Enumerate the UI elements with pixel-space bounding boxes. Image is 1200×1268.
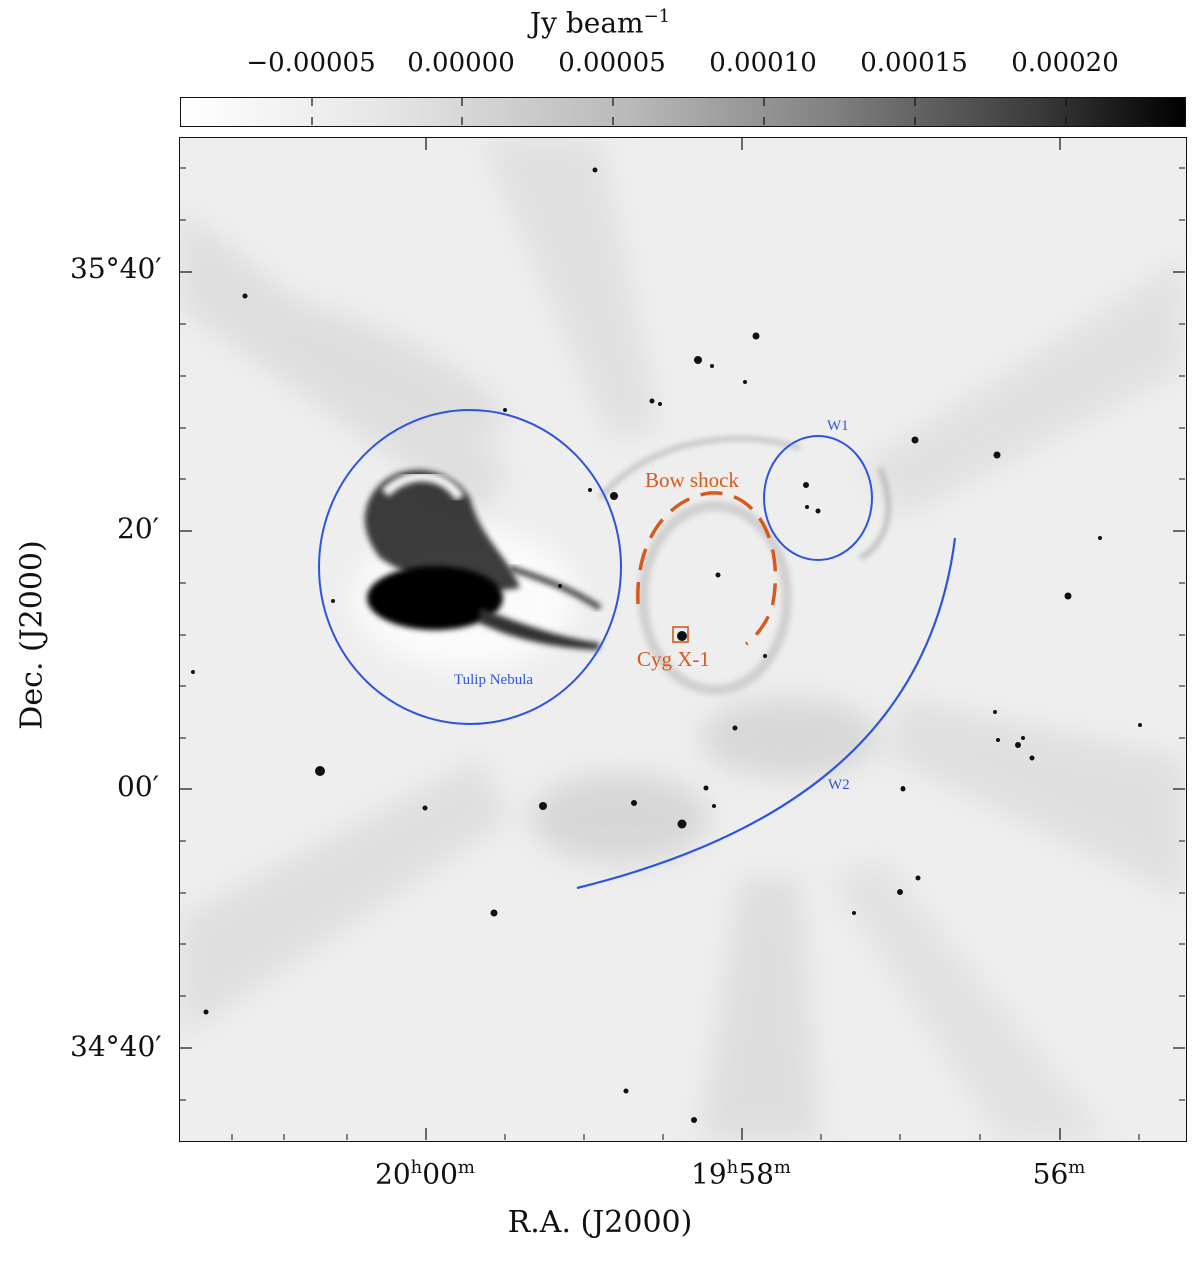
frame-ticks [180,138,1185,1140]
y-tick-label: 00′ [117,770,159,803]
bow-shock-label: Bow shock [645,468,739,492]
y-tick-label: 34°40′ [70,1030,162,1063]
faint-structures [598,436,890,695]
colorbar-tick-label: 0.00010 [709,48,817,78]
y-tick-label: 35°40′ [70,252,162,285]
w2-label: W2 [828,777,850,793]
w1-label: W1 [827,418,849,434]
colorbar [180,97,1186,127]
x-tick-label: 56m [1032,1157,1086,1191]
y-tick-label: 20′ [117,512,159,545]
cyg-x1-label: Cyg X-1 [637,647,710,671]
colorbar-tick-label: 0.00000 [407,48,515,78]
colorbar-title: Jy beam−1 [0,6,1200,39]
tulip-nebula-label: Tulip Nebula [454,672,533,688]
tulip-nebula-circle [318,409,622,725]
frame-minor-ticks [180,167,1185,1140]
colorbar-tick-label: 0.00020 [1011,48,1119,78]
colorbar-tick-label: −0.00005 [246,48,376,78]
colorbar-ticks [311,98,1067,125]
x-axis-label: R.A. (J2000) [507,1205,693,1240]
radio-map: Tulip Nebula W1 W2 Bow shock Cyg X-1 [179,137,1187,1142]
colorbar-tick-label: 0.00005 [558,48,666,78]
colorbar-title-exp: −1 [643,6,671,27]
w2-arc [576,537,957,890]
cyg-x1-marker [672,626,689,643]
w1-circle [763,435,873,561]
x-tick-label: 19h58m [691,1157,791,1191]
background-streaks [180,138,1185,1140]
colorbar-title-text: Jy beam [529,6,644,40]
colorbar-tick-label: 0.00015 [860,48,968,78]
map-svg: Tulip Nebula W1 W2 Bow shock Cyg X-1 [180,138,1185,1140]
tulip-emission [355,469,602,668]
bow-shock-arc [636,491,778,646]
y-axis-label: Dec. (J2000) [14,540,50,730]
x-tick-label: 20h00m [375,1157,475,1191]
point-sources [191,167,1142,1123]
